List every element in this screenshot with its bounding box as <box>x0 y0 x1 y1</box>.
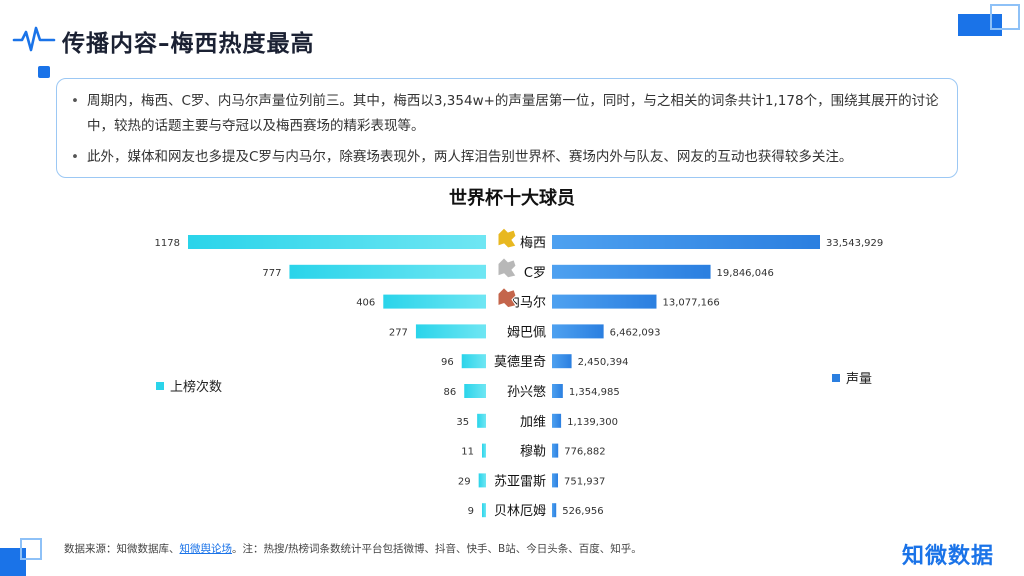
summary-marker <box>38 66 50 78</box>
page-title: 传播内容–梅西热度最高 <box>62 31 315 57</box>
legend-left-swatch <box>156 381 164 390</box>
right-bar <box>552 235 820 249</box>
left-bar <box>289 264 486 279</box>
right-bar <box>552 294 657 309</box>
corner-decoration-outline <box>990 4 1020 30</box>
legend-right-swatch <box>832 373 840 382</box>
left-value-label: 86 <box>444 387 457 398</box>
right-value-label: 2,450,394 <box>578 357 629 368</box>
left-value-label: 277 <box>389 327 408 338</box>
left-value-label: 1178 <box>155 238 180 249</box>
summary-bullet-2: 此外，媒体和网友也多提及C罗与内马尔，除赛场表现外，两人挥泪告别世界杯、赛场内外… <box>71 145 941 170</box>
category-label: 贝林厄姆 <box>494 504 546 519</box>
right-bar <box>552 443 559 458</box>
right-bar <box>552 473 559 488</box>
right-value-label: 1,354,985 <box>569 387 620 398</box>
medal-icon <box>497 257 517 279</box>
category-label: 苏亚雷斯 <box>494 473 546 489</box>
legend-left-label: 上榜次数 <box>170 380 223 395</box>
category-label: 莫德里奇 <box>494 354 546 370</box>
right-bar <box>552 354 572 369</box>
right-bar <box>552 264 711 279</box>
left-bar <box>477 413 486 428</box>
left-bar <box>478 473 486 488</box>
left-bar <box>482 443 486 458</box>
right-value-label: 33,543,929 <box>826 238 883 249</box>
category-label: 穆勒 <box>520 445 546 460</box>
right-bar <box>552 324 604 339</box>
right-value-label: 776,882 <box>564 447 605 458</box>
brand-logo: 知微数据 <box>902 544 995 569</box>
left-value-label: 406 <box>356 298 375 309</box>
right-value-label: 751,937 <box>564 476 605 487</box>
right-bar <box>552 503 557 518</box>
footer-source: 数据来源：知微数据库、知微舆论场。注：热搜/热榜词条数统计平台包括微博、抖音、快… <box>64 541 642 556</box>
left-bar <box>482 503 486 518</box>
right-value-label: 1,139,300 <box>567 417 618 428</box>
right-value-label: 6,462,093 <box>610 327 661 338</box>
right-value-label: 13,077,166 <box>662 298 719 309</box>
summary-bullet-1: 周期内，梅西、C罗、内马尔声量位列前三。其中，梅西以3,354w+的声量居第一位… <box>71 89 941 139</box>
category-label: 内马尔 <box>507 295 546 311</box>
category-label: 孙兴慜 <box>507 385 546 400</box>
right-bar <box>552 384 563 398</box>
left-bar <box>415 324 486 339</box>
category-label: C罗 <box>524 266 546 281</box>
legend-right: 声量 <box>832 368 872 387</box>
left-bar <box>461 354 486 369</box>
left-value-label: 29 <box>458 476 471 487</box>
category-label: 加维 <box>520 415 546 430</box>
chart-title: 世界杯十大球员 <box>449 188 575 209</box>
left-bar <box>383 294 486 309</box>
medal-icon <box>497 227 517 249</box>
summary-box: 周期内，梅西、C罗、内马尔声量位列前三。其中，梅西以3,354w+的声量居第一位… <box>56 78 958 178</box>
left-value-label: 777 <box>262 268 281 279</box>
legend-left: 上榜次数 <box>156 376 222 395</box>
footer-link[interactable]: 知微舆论场 <box>179 543 233 555</box>
footer-prefix: 数据来源：知微数据库、 <box>64 543 180 555</box>
medal-icon <box>497 286 517 309</box>
legend-right-label: 声量 <box>846 372 873 387</box>
left-bar <box>464 384 486 398</box>
right-bar <box>552 413 562 428</box>
corner-decoration-bottom-outline <box>20 538 42 560</box>
footer-suffix: 。注：热搜/热榜词条数统计平台包括微博、抖音、快手、B站、今日头条、百度、知乎。 <box>232 543 642 555</box>
right-value-label: 526,956 <box>562 506 603 517</box>
left-value-label: 35 <box>456 417 469 428</box>
category-label: 姆巴佩 <box>507 325 546 340</box>
left-value-label: 11 <box>461 447 474 458</box>
left-bar <box>188 235 486 249</box>
left-value-label: 96 <box>441 357 454 368</box>
category-label: 梅西 <box>520 236 546 251</box>
left-value-label: 9 <box>468 506 474 517</box>
pulse-icon <box>12 26 56 52</box>
right-value-label: 19,846,046 <box>717 268 774 279</box>
